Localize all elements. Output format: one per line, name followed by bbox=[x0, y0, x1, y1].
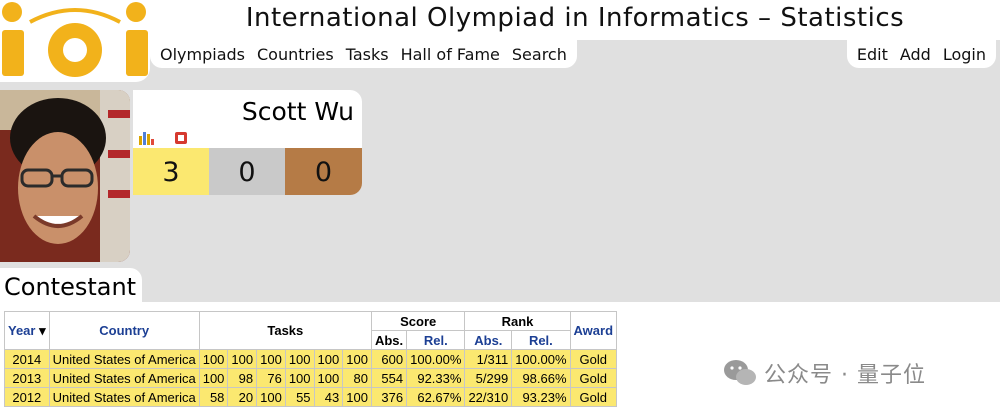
cell-task: 100 bbox=[256, 349, 286, 369]
contestant-photo bbox=[0, 90, 130, 262]
cell-task: 100 bbox=[198, 349, 229, 369]
cell-country[interactable]: United States of America bbox=[48, 387, 200, 407]
col-country-label[interactable]: Country bbox=[99, 323, 150, 338]
col-score-rel-label[interactable]: Rel. bbox=[423, 332, 448, 348]
col-year-label[interactable]: Year bbox=[8, 322, 36, 338]
nav-countries[interactable]: Countries bbox=[257, 44, 334, 64]
cell-task: 100 bbox=[342, 349, 372, 369]
cell-score-abs: 600 bbox=[370, 349, 408, 369]
table-row: 2012 United States of America 58 20 100 … bbox=[4, 387, 618, 407]
cell-score-rel: 100.00% bbox=[406, 349, 466, 369]
cell-task: 80 bbox=[342, 368, 372, 388]
cell-task: 100 bbox=[284, 349, 315, 369]
results-table: Year ▾ Country Tasks Score Rank Award Ab… bbox=[4, 311, 618, 407]
cell-score-abs: 554 bbox=[370, 368, 408, 388]
main-nav: Olympiads Countries Tasks Hall of Fame S… bbox=[150, 40, 577, 68]
cell-task: 76 bbox=[256, 368, 286, 388]
cell-task: 43 bbox=[313, 387, 344, 407]
cell-task: 98 bbox=[227, 368, 258, 388]
cell-task: 100 bbox=[342, 387, 372, 407]
col-rank: Rank bbox=[464, 311, 571, 331]
nav-add[interactable]: Add bbox=[899, 44, 931, 64]
table-row: 2014 United States of America 100 100 10… bbox=[4, 349, 618, 369]
table-row: 2013 United States of America 100 98 76 … bbox=[4, 368, 618, 388]
cell-task: 20 bbox=[227, 387, 258, 407]
nav-login[interactable]: Login bbox=[942, 44, 986, 64]
cell-award: Gold bbox=[569, 387, 618, 407]
cell-award: Gold bbox=[569, 349, 618, 369]
ioi-logo[interactable] bbox=[0, 0, 150, 82]
cell-task: 100 bbox=[227, 349, 258, 369]
col-rank-rel[interactable]: Rel. bbox=[511, 330, 571, 350]
cell-score-rel: 62.67% bbox=[406, 387, 466, 407]
col-award-label[interactable]: Award bbox=[573, 323, 614, 338]
cell-task: 100 bbox=[313, 349, 344, 369]
nav-search[interactable]: Search bbox=[511, 44, 567, 64]
col-award[interactable]: Award bbox=[569, 311, 618, 350]
bar-chart-icon[interactable] bbox=[139, 132, 154, 145]
watermark-text: 公众号 · 量子位 bbox=[764, 363, 926, 388]
col-country[interactable]: Country bbox=[48, 311, 200, 350]
cell-task: 100 bbox=[284, 368, 315, 388]
nav-tasks[interactable]: Tasks bbox=[345, 44, 389, 64]
cell-rank-rel: 93.23% bbox=[511, 387, 571, 407]
contestant-card: Scott Wu 3 0 0 bbox=[133, 90, 362, 205]
col-rank-rel-label[interactable]: Rel. bbox=[528, 332, 553, 348]
cell-score-rel: 92.33% bbox=[406, 368, 466, 388]
cell-rank-abs: 1/311 bbox=[464, 349, 513, 369]
col-score-rel[interactable]: Rel. bbox=[406, 330, 466, 350]
card-divider bbox=[133, 146, 362, 148]
cell-task: 58 bbox=[198, 387, 229, 407]
nav-hall-of-fame[interactable]: Hall of Fame bbox=[400, 44, 500, 64]
cell-rank-abs: 22/310 bbox=[464, 387, 513, 407]
cell-country[interactable]: United States of America bbox=[48, 368, 200, 388]
contestant-name: Scott Wu bbox=[133, 90, 362, 130]
cell-task: 55 bbox=[284, 387, 315, 407]
card-icon-row bbox=[133, 130, 362, 146]
col-tasks: Tasks bbox=[198, 311, 372, 350]
cell-rank-abs: 5/299 bbox=[464, 368, 513, 388]
nav-edit[interactable]: Edit bbox=[856, 44, 888, 64]
nav-olympiads[interactable]: Olympiads bbox=[160, 44, 245, 64]
account-nav: Edit Add Login bbox=[846, 40, 996, 68]
col-year[interactable]: Year ▾ bbox=[4, 311, 50, 350]
cell-score-abs: 376 bbox=[370, 387, 408, 407]
cell-task: 100 bbox=[313, 368, 344, 388]
cell-country[interactable]: United States of America bbox=[48, 349, 200, 369]
site-title: International Olympiad in Informatics – … bbox=[245, 3, 905, 33]
cell-year[interactable]: 2013 bbox=[4, 368, 50, 388]
cell-year[interactable]: 2012 bbox=[4, 387, 50, 407]
col-rank-abs-label[interactable]: Abs. bbox=[474, 332, 503, 348]
gold-medal-count: 3 bbox=[133, 148, 209, 195]
silver-medal-count: 0 bbox=[209, 148, 285, 195]
col-score: Score bbox=[370, 311, 466, 331]
cell-rank-rel: 98.66% bbox=[511, 368, 571, 388]
cell-task: 100 bbox=[198, 368, 229, 388]
col-score-abs: Abs. bbox=[370, 330, 408, 350]
sort-arrow-icon[interactable]: ▾ bbox=[39, 322, 46, 338]
bronze-medal-count: 0 bbox=[285, 148, 362, 195]
cell-rank-rel: 100.00% bbox=[511, 349, 571, 369]
section-title-contestant: Contestant bbox=[0, 268, 143, 302]
cell-year[interactable]: 2014 bbox=[4, 349, 50, 369]
logo-graphic bbox=[2, 2, 148, 77]
flag-icon[interactable] bbox=[175, 132, 187, 144]
col-rank-abs[interactable]: Abs. bbox=[464, 330, 513, 350]
cell-task: 100 bbox=[256, 387, 286, 407]
watermark: 公众号 · 量子位 bbox=[722, 355, 926, 391]
wechat-icon bbox=[724, 360, 756, 385]
cell-award: Gold bbox=[569, 368, 618, 388]
